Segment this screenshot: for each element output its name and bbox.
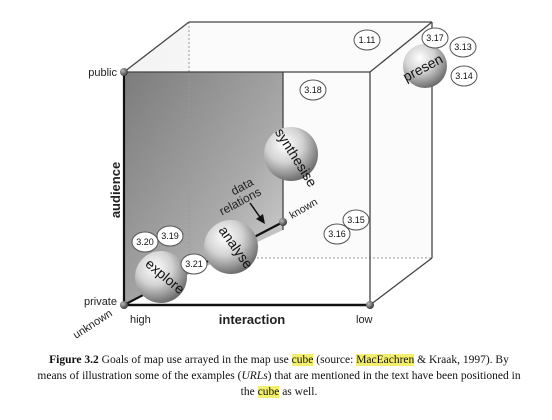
explore-sphere [135,251,187,303]
private-label: private [84,296,117,308]
svg-text:3.13: 3.13 [454,42,472,52]
svg-text:3.19: 3.19 [161,231,179,241]
cube-edge [123,21,190,73]
caption-text: Goals of map use arrayed in the map use [98,354,292,366]
badge-3-19: 3.19 [156,225,184,247]
figure-label: Figure 3.2 [49,354,99,366]
badge-3-17: 3.17 [421,27,449,49]
svg-text:3.21: 3.21 [185,259,203,269]
badge-3-16: 3.16 [323,223,351,245]
svg-text:3.16: 3.16 [328,229,346,239]
badge-3-20: 3.20 [131,231,159,253]
svg-text:3.20: 3.20 [136,237,154,247]
cube-edge [369,257,433,306]
badge-3-18: 3.18 [299,79,327,101]
caption-italic: URLs [241,370,268,382]
synthesise-sphere [264,127,318,181]
caption-highlight: MacEachren [356,354,415,366]
caption-highlight: cube [257,386,280,398]
caption-text: as well. [279,386,318,398]
unknown-label: unknown [71,307,114,341]
corner-ball [120,68,128,76]
low-label: low [356,314,373,326]
svg-text:3.17: 3.17 [426,33,444,43]
svg-text:3.14: 3.14 [455,71,473,81]
badge-3-14: 3.14 [450,65,478,87]
analyse-sphere [204,220,258,274]
badge-3-13: 3.13 [449,36,477,58]
caption-text: & Kraak, 1997). By means of illustration… [37,354,509,382]
present-sphere [403,44,447,88]
caption-text: ) that are mentioned in the text have be… [240,370,521,398]
svg-text:1.11: 1.11 [359,35,376,45]
data-relations-arrowhead [256,214,265,224]
svg-text:3.15: 3.15 [347,215,365,225]
corner-ball [279,218,287,226]
corner-ball [366,301,374,309]
svg-text:3.18: 3.18 [304,85,322,95]
figure-caption: Figure 3.2 Goals of map use arrayed in t… [34,352,524,400]
corner-ball [120,301,128,309]
caption-highlight: cube [291,354,314,366]
public-label: public [88,67,117,79]
badge-3-21: 3.21 [180,253,208,275]
high-label: high [130,314,151,326]
interaction-label: interaction [219,312,286,327]
cube-edge [369,21,433,73]
badge-3-15: 3.15 [342,209,370,231]
badge-1-11: 1.11 [353,29,381,51]
audience-label: audience [108,162,123,218]
caption-text: (source: [313,354,357,366]
